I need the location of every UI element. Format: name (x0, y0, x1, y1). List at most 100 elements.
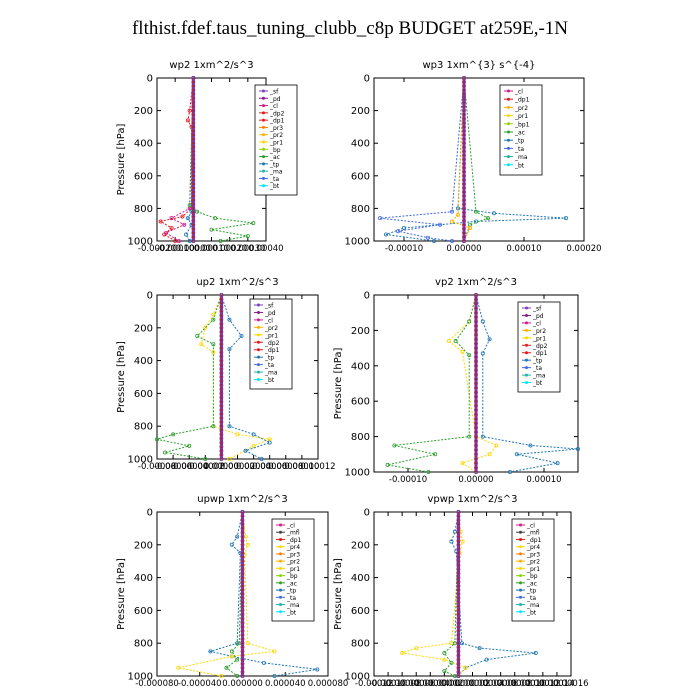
zero-series-point (219, 375, 224, 379)
series-point-pr1 (219, 674, 224, 679)
zero-series-point (462, 129, 466, 133)
zero-series-point (456, 624, 461, 629)
zero-series-point (240, 616, 245, 621)
zero-series-point (240, 620, 245, 625)
chart-panel-3: up2 1xm^2/s^3 Pressure [hPa] 0 200 400 600 800… (116, 277, 336, 472)
legend-marker (279, 610, 282, 614)
series-line-pr1 (448, 294, 498, 473)
zero-series-point (191, 80, 196, 85)
legend-marker (507, 114, 510, 118)
y-axis-label: Pressure [hPa] (333, 558, 344, 630)
y-tick-label: 1000 (345, 468, 370, 479)
zero-series-point (456, 563, 461, 568)
legend-marker (279, 588, 282, 592)
zero-series-point (474, 461, 478, 466)
x-tick-label: -0.00006 (154, 462, 192, 472)
zero-series-point (462, 230, 466, 235)
series-point-tp (480, 319, 485, 324)
zero-series-point (456, 587, 461, 592)
zero-series-point (456, 633, 461, 637)
series-point-ac (392, 443, 397, 448)
zero-series-point (219, 354, 224, 359)
zero-series-point (474, 416, 478, 421)
zero-series-point (474, 421, 478, 426)
zero-series-point (456, 608, 461, 613)
legend-label: _tp (532, 358, 542, 365)
zero-series-point (219, 424, 224, 429)
y-tick-label: 600 (134, 171, 153, 182)
x-tick-label: 0.00000 (204, 462, 239, 472)
legend-label: _pr1 (526, 566, 540, 573)
zero-series-point (191, 226, 196, 231)
series-point-ac (467, 319, 472, 324)
zero-series-point (474, 447, 478, 452)
zero-series-point (191, 194, 196, 199)
zero-series-point (219, 407, 224, 412)
legend-marker (279, 581, 282, 585)
zero-series-point (456, 526, 461, 531)
series-point-pr1 (446, 339, 451, 344)
legend-marker (519, 530, 522, 534)
series-point-ac (467, 434, 472, 439)
series-point-tp (564, 216, 569, 221)
chart-panel-4: vp2 1xm^2/s^3 Pressure [hPa] 0 200 400 600 800… (333, 277, 581, 485)
x-tick-label: -0.00010 (156, 244, 194, 254)
chart-panel-2: wp3 1xm^{3} s^{-4} 0 200 400 600 800 1000 -0.00… (345, 60, 602, 254)
series-line-ac (189, 77, 254, 242)
zero-series-point (240, 669, 245, 674)
zero-series-point (462, 80, 466, 85)
zero-series-point (240, 567, 245, 572)
legend-marker (525, 321, 528, 325)
zero-series-point (462, 108, 466, 113)
y-tick-label: 800 (134, 204, 153, 215)
legend-marker (262, 184, 265, 188)
zero-series-point (462, 76, 466, 80)
legend-label: _pd (532, 313, 544, 320)
series-point-ac (485, 216, 490, 221)
legend-box (271, 518, 315, 622)
legend-label: _tp (286, 588, 296, 595)
series-point-ac (385, 462, 390, 467)
series-point-tp (401, 225, 406, 230)
legend-marker (257, 355, 260, 359)
zero-series-point (240, 653, 245, 658)
plot-frame (156, 294, 319, 460)
legend-marker (507, 138, 510, 142)
y-tick-label: 400 (351, 361, 370, 372)
series-point-pr1 (487, 452, 492, 457)
zero-series-point (191, 173, 196, 178)
legend-label: _ta (526, 595, 536, 602)
zero-series-point (462, 218, 466, 223)
zero-series-point (240, 674, 245, 678)
legend-label: _ma (269, 169, 283, 176)
zero-series-point (462, 206, 466, 211)
zero-series-point (456, 600, 461, 605)
legend-label: _sf (264, 303, 274, 310)
zero-series-point (474, 399, 478, 404)
zero-series-point (240, 641, 245, 646)
series-point-ac (171, 432, 176, 437)
series-point-ac (224, 665, 229, 670)
zero-series-point (240, 600, 245, 605)
series-point-ac (163, 450, 168, 455)
zero-series-point (191, 198, 196, 203)
zero-series-point (240, 526, 245, 531)
zero-series-point (191, 206, 196, 211)
y-tick-label: 1000 (128, 237, 153, 248)
series-line-tp (475, 294, 579, 473)
zero-series-point (219, 403, 224, 408)
series-point-tp (267, 440, 272, 445)
zero-series-point (219, 297, 224, 302)
zero-series-point (456, 551, 461, 555)
x-tick-label: 0.00000 (441, 679, 476, 689)
x-tick-label: 0.00002 (455, 679, 490, 689)
series-point-tp (185, 216, 190, 221)
series-point-tp (184, 232, 189, 237)
legend-marker (519, 581, 522, 585)
series-point-tp (555, 461, 560, 466)
zero-series-point (240, 612, 245, 617)
legend-label: _pr1 (264, 332, 278, 339)
series-point-pr1 (245, 542, 250, 547)
zero-series-point (474, 390, 478, 395)
zero-series-point (456, 546, 461, 551)
